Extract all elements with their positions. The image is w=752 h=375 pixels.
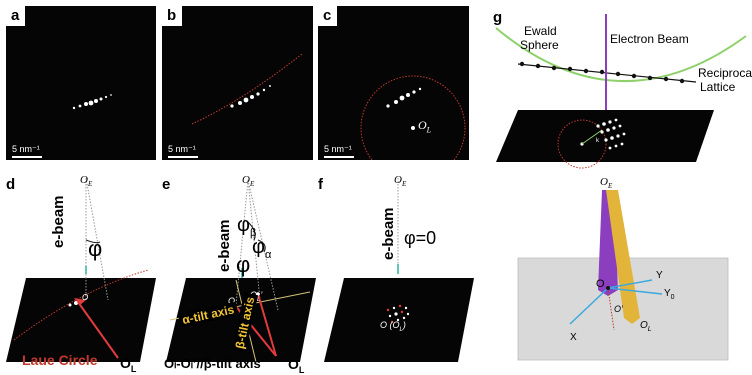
oprime-e-mark: ’ (260, 290, 263, 300)
panel-label-b: b (162, 6, 183, 26)
axis-y0-label: Y0 (664, 288, 675, 301)
ol-label-d: OL (120, 355, 136, 374)
ol-d-sub: L (130, 363, 137, 374)
spots-c-svg (360, 75, 466, 181)
origin-label-d: O (82, 293, 89, 302)
panel-f-svg (324, 178, 474, 362)
origin-f-end: ) (402, 320, 406, 330)
center-ol-label-c: OL (418, 118, 431, 134)
scale-bar-b (168, 156, 198, 158)
angle-label-d: φ (88, 236, 103, 261)
origin-label-e: O (228, 296, 236, 306)
ol-label-e: OL (288, 356, 304, 375)
relation-text: Oₗ-Oₗ’//β-tilt axis (164, 356, 261, 371)
oe-d-o: O (80, 174, 88, 186)
center-ol-o: O (418, 118, 427, 132)
oe-label-f: OE (394, 174, 406, 188)
scale-bar-c (324, 156, 354, 158)
origin-f-paren: (O (389, 320, 400, 330)
lattice-label: Lattice (700, 80, 736, 94)
axis-x-label: X (570, 332, 577, 343)
phi-label-e: φ (236, 252, 251, 277)
axis-y-label: Y (656, 270, 663, 281)
phi-alpha-main: φ (252, 236, 265, 258)
panel-label-g: g (488, 8, 509, 28)
axis-ol-o: O (640, 320, 648, 331)
panel-a (6, 6, 156, 160)
spots-b-svg (191, 53, 303, 125)
origin-label-f: O (OL) (380, 320, 406, 333)
ol-e-sub: L (298, 364, 305, 375)
small-k-label: k (596, 138, 599, 144)
center-ol-sub: L (426, 125, 432, 135)
phi-alpha-sub: α (264, 249, 272, 261)
axis-ol-label: OL (640, 320, 652, 333)
scale-label-c: 5 nm⁻¹ (324, 144, 352, 154)
oe-f-sub: E (401, 180, 407, 189)
panel-label-d: d (6, 176, 16, 193)
scale-label-a: 5 nm⁻¹ (12, 144, 40, 154)
panel-label-a: a (6, 6, 26, 26)
panel-g-svg (495, 14, 747, 361)
oe-f-o: O (394, 174, 402, 186)
axis-ol-sub: L (647, 326, 652, 333)
ewald-label: Ewald (524, 24, 557, 38)
phi-beta-sub: β (249, 227, 257, 239)
panel-c (318, 6, 469, 160)
oe-g-o: O (600, 176, 608, 188)
panel-d-svg (6, 177, 156, 362)
panel-label-f: f (318, 176, 323, 193)
axis-oprime-label: O’ (614, 304, 623, 314)
scale-bar-a (12, 156, 42, 158)
laue-circle-label: Laue Circle (22, 352, 98, 368)
oe-label-e: OE (242, 174, 254, 188)
relation-label: Oₗ-Oₗ’//β-tilt axis (164, 356, 261, 372)
phi-beta-main: φ (237, 214, 250, 236)
panel-label-c: c (318, 6, 338, 26)
panel-label-e: e (162, 176, 171, 193)
oe-label-g: OE (600, 176, 612, 190)
ebeam-label-f: e-beam (380, 207, 397, 260)
diffraction-spots-a (54, 92, 124, 112)
electron-beam-label: Electron Beam (610, 32, 689, 46)
diffraction-spots-c (318, 6, 469, 181)
panel-b (162, 6, 313, 160)
oe-d-sub: E (87, 180, 93, 189)
scale-label-b: 5 nm⁻¹ (168, 144, 196, 154)
origin-f-o: O (380, 320, 388, 330)
oe-e-o: O (242, 174, 250, 186)
sphere-label: Sphere (520, 38, 559, 52)
spots-a-svg (72, 94, 112, 110)
phi-beta-label: φβ (237, 214, 256, 239)
ebeam-label-e: e-beam (216, 219, 233, 272)
ebeam-label-d: e-beam (50, 195, 67, 248)
origin-f-sub: L (399, 326, 403, 333)
reciprocal-label: Reciproca (698, 66, 752, 80)
phi-alpha-label: φα (252, 236, 271, 261)
oe-e-sub: E (249, 180, 255, 189)
diffraction-spots-b (162, 6, 313, 160)
ol-d-o: O (120, 355, 131, 371)
oe-g-sub: E (607, 182, 613, 191)
axis-y0-main: Y (664, 288, 671, 299)
ol-e-o: O (288, 356, 299, 372)
oe-label-d: OE (80, 174, 92, 188)
angle-label-f: φ=0 (404, 228, 437, 248)
axis-o-label: O (596, 278, 605, 290)
oprime-e-sub: L (257, 296, 261, 303)
axis-y0-sub: 0 (670, 294, 675, 301)
